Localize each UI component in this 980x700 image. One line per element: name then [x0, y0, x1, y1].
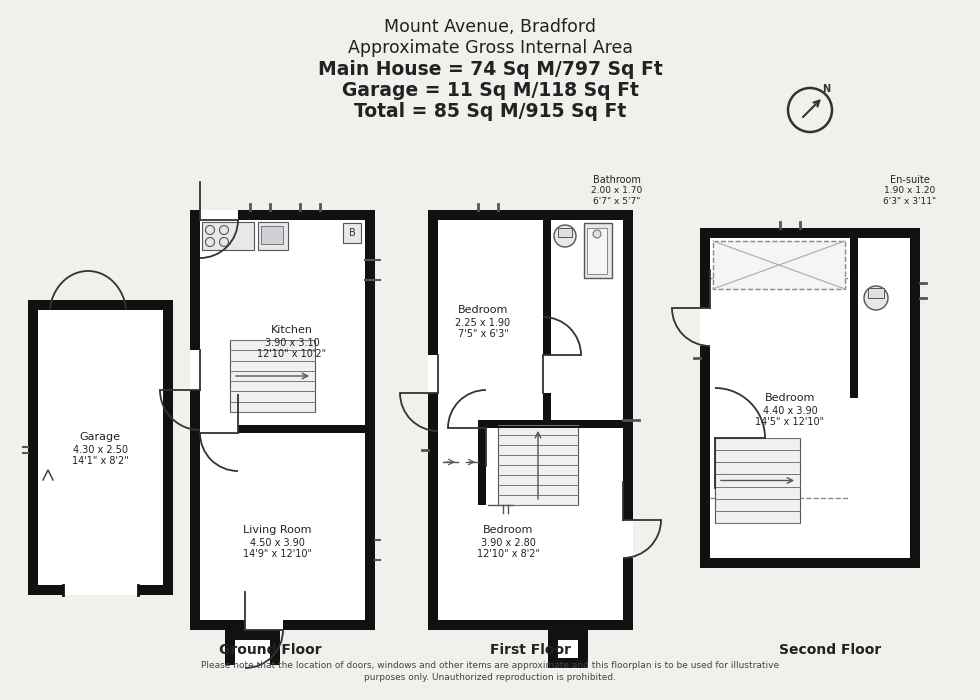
- Text: 7'5" x 6'3": 7'5" x 6'3": [458, 329, 509, 339]
- Bar: [700, 308, 710, 346]
- Bar: [700, 228, 920, 238]
- Bar: [190, 210, 375, 220]
- Bar: [850, 228, 858, 398]
- Text: 3.90 x 3.10: 3.90 x 3.10: [265, 338, 319, 348]
- Text: Total = 85 Sq M/915 Sq Ft: Total = 85 Sq M/915 Sq Ft: [354, 102, 626, 121]
- Bar: [478, 420, 486, 505]
- Bar: [190, 620, 375, 630]
- Text: 2.00 x 1.70: 2.00 x 1.70: [591, 186, 643, 195]
- Bar: [558, 640, 578, 658]
- Bar: [548, 630, 558, 668]
- Text: 4.30 x 2.50: 4.30 x 2.50: [73, 445, 127, 455]
- Bar: [428, 210, 633, 220]
- Text: Garage = 11 Sq M/118 Sq Ft: Garage = 11 Sq M/118 Sq Ft: [342, 81, 638, 100]
- Text: Kitchen: Kitchen: [271, 325, 313, 335]
- Bar: [365, 210, 375, 630]
- Text: 14'5" x 12'10": 14'5" x 12'10": [756, 417, 824, 427]
- Text: 12'10" x 10'2": 12'10" x 10'2": [258, 349, 326, 359]
- Text: 14'1" x 8'2": 14'1" x 8'2": [72, 456, 128, 466]
- Bar: [190, 210, 200, 630]
- Text: Garage: Garage: [79, 432, 121, 442]
- Text: 1.90 x 1.20: 1.90 x 1.20: [884, 186, 936, 195]
- Bar: [225, 630, 280, 640]
- Bar: [261, 226, 283, 244]
- Bar: [710, 238, 910, 558]
- Bar: [543, 355, 551, 393]
- Bar: [623, 520, 633, 558]
- Bar: [700, 558, 920, 568]
- Text: 6'7" x 5'7": 6'7" x 5'7": [593, 197, 641, 206]
- Bar: [190, 350, 200, 390]
- Text: 6'3" x 3'11": 6'3" x 3'11": [883, 197, 937, 206]
- Text: Ground Floor: Ground Floor: [219, 643, 321, 657]
- Text: Main House = 74 Sq M/797 Sq Ft: Main House = 74 Sq M/797 Sq Ft: [318, 60, 662, 79]
- Bar: [584, 223, 612, 278]
- Circle shape: [864, 286, 888, 310]
- Text: 4.50 x 3.90: 4.50 x 3.90: [250, 538, 305, 548]
- Bar: [28, 300, 173, 310]
- Bar: [225, 630, 235, 665]
- Bar: [190, 425, 375, 433]
- Text: Living Room: Living Room: [243, 525, 312, 535]
- Bar: [548, 658, 588, 668]
- Text: Mount Avenue, Bradford: Mount Avenue, Bradford: [384, 18, 596, 36]
- Text: 14'9" x 12'10": 14'9" x 12'10": [242, 549, 312, 559]
- Bar: [438, 220, 623, 620]
- Bar: [715, 438, 800, 523]
- Bar: [230, 340, 315, 412]
- Bar: [910, 228, 920, 568]
- Text: Bedroom: Bedroom: [764, 393, 815, 403]
- Bar: [38, 310, 163, 585]
- Text: Bathroom: Bathroom: [593, 175, 641, 185]
- Bar: [235, 640, 270, 655]
- Bar: [578, 630, 588, 668]
- Bar: [200, 210, 238, 220]
- Text: First Floor: First Floor: [489, 643, 570, 657]
- Bar: [438, 420, 478, 428]
- Text: 3.90 x 2.80: 3.90 x 2.80: [480, 538, 535, 548]
- Bar: [587, 228, 607, 274]
- Text: B: B: [349, 228, 356, 238]
- Text: Bedroom: Bedroom: [483, 525, 533, 535]
- Bar: [202, 222, 254, 250]
- Text: Approximate Gross Internal Area: Approximate Gross Internal Area: [348, 39, 632, 57]
- Bar: [498, 425, 578, 505]
- Bar: [163, 300, 173, 595]
- Bar: [623, 210, 633, 630]
- Bar: [868, 288, 884, 298]
- Bar: [428, 420, 633, 428]
- Bar: [558, 228, 572, 237]
- Circle shape: [593, 230, 601, 238]
- Bar: [235, 655, 270, 665]
- Text: 12'10" x 8'2": 12'10" x 8'2": [476, 549, 540, 559]
- Bar: [428, 210, 438, 630]
- Bar: [428, 355, 438, 393]
- Bar: [200, 425, 238, 433]
- Text: En-suite: En-suite: [890, 175, 930, 185]
- Bar: [200, 220, 365, 620]
- Text: Please note that the location of doors, windows and other items are approximate : Please note that the location of doors, …: [201, 662, 779, 671]
- Text: Bedroom: Bedroom: [458, 305, 509, 315]
- Text: N: N: [822, 84, 830, 94]
- Bar: [245, 620, 283, 630]
- Text: Second Floor: Second Floor: [779, 643, 881, 657]
- Text: purposes only. Unauthorized reproduction is prohibited.: purposes only. Unauthorized reproduction…: [364, 673, 616, 682]
- Bar: [548, 630, 588, 640]
- Circle shape: [554, 225, 576, 247]
- Bar: [543, 210, 551, 420]
- Bar: [258, 222, 288, 250]
- Bar: [270, 630, 280, 665]
- Bar: [28, 300, 38, 595]
- Bar: [428, 620, 633, 630]
- Text: 2.25 x 1.90: 2.25 x 1.90: [456, 318, 511, 328]
- Bar: [225, 655, 280, 665]
- Bar: [28, 585, 173, 595]
- Bar: [343, 223, 361, 243]
- Text: 4.40 x 3.90: 4.40 x 3.90: [762, 406, 817, 416]
- Bar: [713, 241, 845, 289]
- Bar: [700, 228, 710, 568]
- Bar: [63, 585, 138, 595]
